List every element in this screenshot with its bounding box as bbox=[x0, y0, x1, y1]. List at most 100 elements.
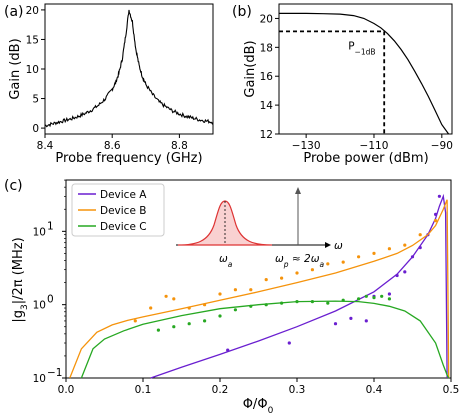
panel-b-ytick-label: 18 bbox=[260, 42, 273, 54]
series-line-device-c bbox=[80, 300, 450, 379]
panel-a-ylabel: Gain (dB) bbox=[8, 38, 23, 99]
series-point-device-c bbox=[372, 296, 376, 300]
panel-a-ytick-label: 5 bbox=[32, 94, 39, 106]
inset-pump-arrowhead bbox=[295, 187, 301, 194]
series-point-device-c bbox=[172, 325, 176, 329]
series-point-device-b bbox=[341, 260, 345, 264]
inset-omega-axis-label: ω bbox=[334, 240, 343, 252]
inset-axis-arrowhead bbox=[325, 242, 331, 248]
series-point-device-b bbox=[295, 271, 299, 275]
series-point-device-c bbox=[156, 328, 160, 332]
series-point-device-c bbox=[295, 300, 299, 304]
panel-c-xtick-label: 0.5 bbox=[443, 384, 460, 396]
panel-a: (a) 8.4 8.6 8.8 0 5 10 15 20 Probe frequency (G… bbox=[4, 3, 214, 166]
series-point-device-b bbox=[187, 306, 191, 310]
series-point-device-c bbox=[357, 297, 361, 301]
series-point-device-a bbox=[410, 255, 415, 259]
series-point-device-b bbox=[149, 306, 153, 310]
series-point-device-a bbox=[418, 246, 422, 250]
panel-b-ylabel: Gain(dB) bbox=[243, 40, 258, 97]
panel-a-ytick-label: 20 bbox=[26, 5, 39, 17]
panel-c-xtick-label: 0.3 bbox=[289, 384, 306, 396]
panel-a-gain-trace bbox=[44, 9, 214, 128]
series-point-device-a bbox=[387, 292, 391, 296]
panel-b-ytick-label: 20 bbox=[260, 13, 273, 25]
panel-b: (b) −130 −110 −90 12 14 16 18 20 P−1dB Probe po… bbox=[232, 3, 453, 166]
legend-label-device-b: Device B bbox=[100, 205, 146, 217]
legend-label-device-a: Device A bbox=[100, 189, 147, 201]
panel-c-ytick-label: 10 bbox=[33, 300, 46, 312]
series-point-device-b bbox=[387, 247, 391, 251]
panel-b-ticks: −130 −110 −90 12 14 16 18 20 bbox=[260, 13, 453, 152]
series-line-device-a bbox=[150, 193, 448, 379]
series-point-device-c bbox=[264, 303, 268, 307]
series-point-device-c bbox=[326, 301, 330, 305]
series-point-device-b bbox=[164, 294, 168, 298]
panel-a-label: (a) bbox=[4, 4, 24, 20]
legend-box bbox=[71, 183, 165, 237]
panel-c-inset: ω ωa ωp ≈ 2ωa bbox=[176, 187, 343, 269]
series-point-device-c bbox=[310, 300, 314, 304]
inset-omega-a-label: ωa bbox=[219, 253, 233, 269]
panel-c-xtick-label: 0.4 bbox=[366, 384, 383, 396]
panel-b-xlabel: Probe power (dBm) bbox=[303, 151, 428, 166]
panel-a-xlabel: Probe frequency (GHz) bbox=[55, 151, 202, 166]
series-point-device-c bbox=[233, 308, 237, 312]
series-point-device-b bbox=[357, 255, 361, 259]
series-point-device-c bbox=[187, 322, 191, 326]
panel-c-xtick-label: 0.2 bbox=[212, 384, 229, 396]
panel-b-p1db-guide bbox=[279, 30, 386, 134]
panel-b-xtick-label: −130 bbox=[292, 140, 321, 152]
series-point-device-a bbox=[403, 270, 407, 274]
inset-omega-p-label: ωp ≈ 2ωa bbox=[275, 253, 325, 269]
series-point-device-b bbox=[218, 292, 222, 296]
series-point-device-a bbox=[287, 341, 291, 345]
series-point-device-a bbox=[349, 316, 353, 320]
series-point-device-b bbox=[133, 319, 137, 323]
series-point-device-a bbox=[226, 348, 230, 352]
series-point-device-c bbox=[280, 301, 284, 305]
series-point-device-c bbox=[341, 298, 345, 302]
series-point-device-b bbox=[310, 268, 314, 272]
series-point-device-b bbox=[203, 303, 207, 307]
panel-b-gain-curve bbox=[279, 12, 450, 135]
panel-b-axes-frame bbox=[278, 3, 453, 135]
panel-c-label: (c) bbox=[4, 178, 23, 194]
series-point-device-c bbox=[218, 314, 222, 318]
panel-c-axes-frame bbox=[65, 179, 452, 379]
panel-a-xtick-label: 8.8 bbox=[171, 140, 188, 152]
panel-a-axes-frame bbox=[44, 3, 214, 135]
series-point-device-a bbox=[333, 322, 338, 326]
series-line-device-b bbox=[69, 199, 450, 379]
panel-a-ytick-label: 15 bbox=[26, 34, 39, 46]
panel-c-ylabel: |g3|/2π (MHz) bbox=[11, 237, 30, 322]
panel-c-ytick-label: 10 bbox=[33, 226, 46, 238]
panel-c-ytick-label: 10 bbox=[33, 373, 46, 385]
panel-c-xlabel: Φ/Φ0 bbox=[243, 397, 274, 414]
series-point-device-a bbox=[437, 194, 441, 198]
series-point-device-a bbox=[434, 212, 438, 216]
panel-b-xtick-label: −110 bbox=[360, 140, 389, 152]
series-point-device-c bbox=[203, 319, 207, 323]
panel-c-legend: Device A Device B Device C bbox=[71, 183, 165, 237]
series-point-device-b bbox=[372, 251, 376, 255]
panel-c-ytick-exponent: −1 bbox=[47, 367, 62, 379]
panel-a-xtick-label: 8.6 bbox=[104, 140, 121, 152]
panel-c-data bbox=[69, 193, 450, 379]
panel-c-ytick-exponent: 1 bbox=[47, 220, 54, 232]
series-point-device-c bbox=[364, 294, 368, 298]
panel-b-ytick-label: 12 bbox=[260, 129, 273, 141]
panel-c-xtick-label: 0.1 bbox=[135, 384, 152, 396]
series-point-device-b bbox=[249, 288, 253, 292]
legend-label-device-c: Device C bbox=[100, 221, 147, 233]
panel-a-ytick-label: 10 bbox=[26, 64, 39, 76]
panel-b-ytick-label: 16 bbox=[260, 71, 274, 83]
panel-a-xtick-label: 8.4 bbox=[37, 140, 54, 152]
series-point-device-b bbox=[172, 297, 176, 301]
panel-b-ytick-label: 14 bbox=[260, 100, 274, 112]
series-point-device-b bbox=[326, 262, 330, 266]
series-point-device-b bbox=[434, 219, 438, 223]
series-point-device-b bbox=[403, 243, 407, 247]
